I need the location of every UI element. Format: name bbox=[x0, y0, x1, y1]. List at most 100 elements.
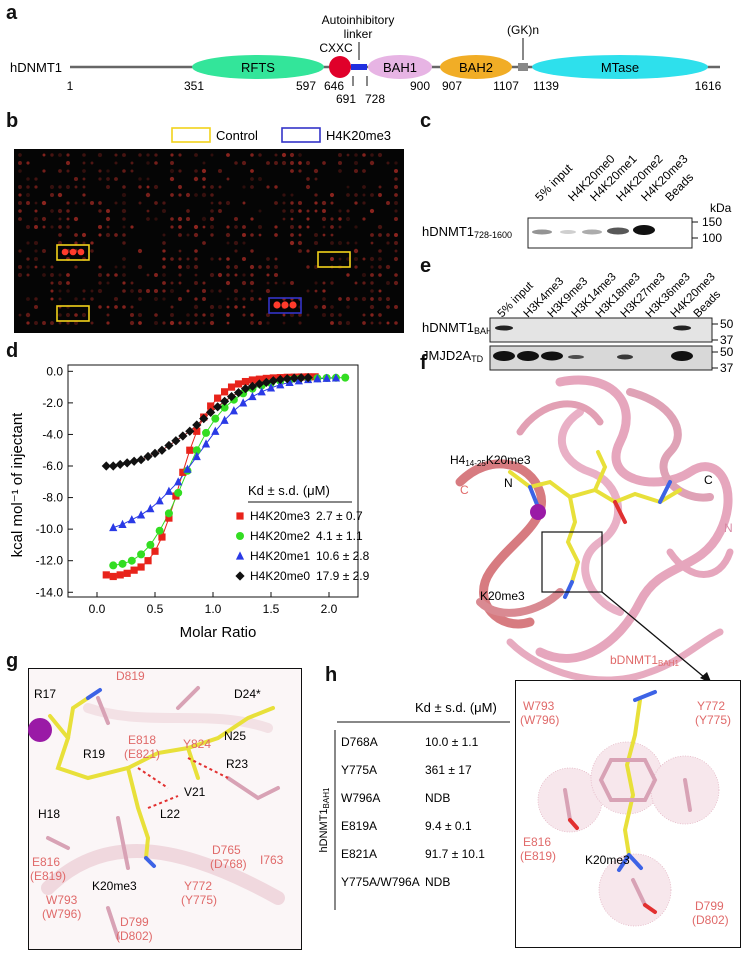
pos-900: 900 bbox=[410, 79, 430, 93]
array-spot bbox=[274, 225, 278, 229]
array-spot bbox=[162, 273, 166, 277]
array-spot bbox=[314, 289, 318, 293]
array-spot bbox=[313, 168, 319, 174]
array-spot bbox=[394, 161, 398, 165]
res-R17: R17 bbox=[34, 687, 56, 701]
array-spot bbox=[34, 209, 38, 213]
array-spot bbox=[26, 225, 30, 229]
histone-pulldown-panel: 5% input H3K4me3 H3K9me3 H3K14me3 H3K18m… bbox=[422, 271, 734, 375]
array-spot bbox=[17, 272, 23, 278]
array-spot bbox=[26, 161, 30, 165]
blot-row-label-c: hDNMT1728-1600 bbox=[422, 224, 512, 240]
data-point bbox=[130, 566, 138, 574]
array-spot bbox=[18, 169, 22, 173]
data-point bbox=[102, 571, 110, 579]
y-axis-label: kcal mol⁻¹ of injectant bbox=[9, 412, 26, 557]
array-spot bbox=[210, 313, 214, 317]
array-spot bbox=[193, 304, 199, 310]
data-point bbox=[178, 431, 188, 441]
array-spot bbox=[193, 232, 199, 238]
y-axis-ticks: 0.0 -2.0 -4.0 -6.0 -8.0 -10.0 -12.0 -14.0 bbox=[36, 364, 73, 599]
array-spot bbox=[178, 281, 182, 285]
blot-row-label-e1: hDNMT1BAH1 bbox=[422, 320, 498, 336]
array-spot bbox=[241, 160, 247, 166]
array-spot bbox=[162, 289, 166, 293]
table-header: Kd ± s.d. (μM) bbox=[415, 700, 497, 715]
array-spot bbox=[122, 265, 126, 269]
array-spot bbox=[250, 249, 254, 253]
array-spot bbox=[306, 289, 310, 293]
array-spot bbox=[330, 321, 334, 325]
array-spot bbox=[138, 177, 142, 181]
array-spot bbox=[226, 225, 230, 229]
array-spot bbox=[370, 273, 374, 277]
array-spot bbox=[82, 297, 86, 301]
array-spot bbox=[337, 160, 343, 166]
array-spot bbox=[170, 217, 174, 221]
array-spot bbox=[226, 177, 230, 181]
array-spot bbox=[338, 257, 342, 261]
array-spot bbox=[290, 209, 294, 213]
array-spot bbox=[66, 185, 70, 189]
data-point bbox=[115, 459, 125, 470]
array-spot bbox=[18, 161, 22, 165]
data-point bbox=[118, 559, 127, 568]
zinc-ion bbox=[530, 504, 546, 520]
table-row-kd: 361 ± 17 bbox=[425, 763, 472, 777]
array-spot bbox=[346, 185, 350, 189]
res-D819: D819 bbox=[116, 669, 145, 683]
array-spot bbox=[169, 320, 175, 326]
peptide-array-panel: Control H4K20me3 bbox=[14, 127, 404, 333]
array-spot bbox=[82, 193, 86, 197]
res-L22: L22 bbox=[160, 807, 180, 821]
data-point bbox=[247, 381, 258, 391]
inset-res-D799: D799 bbox=[695, 899, 724, 913]
array-spot bbox=[194, 281, 198, 285]
res-D24: D24* bbox=[234, 687, 261, 701]
array-spot bbox=[273, 272, 279, 278]
data-point bbox=[248, 376, 257, 384]
array-spot bbox=[322, 281, 326, 285]
marker-e1-37: 37 bbox=[720, 333, 734, 347]
array-spot bbox=[66, 321, 70, 325]
data-point bbox=[146, 504, 155, 513]
array-spot bbox=[249, 280, 255, 286]
y-tick-label: -14.0 bbox=[36, 585, 64, 599]
array-image bbox=[14, 149, 404, 333]
array-spot bbox=[378, 265, 382, 269]
array-spot bbox=[290, 217, 294, 221]
array-spot bbox=[258, 177, 262, 181]
array-spot bbox=[258, 209, 262, 213]
array-spot bbox=[266, 185, 270, 189]
array-spot bbox=[97, 288, 103, 294]
fit-curve bbox=[113, 377, 346, 566]
array-spot bbox=[250, 289, 254, 293]
array-spot bbox=[57, 280, 63, 286]
array-spot bbox=[26, 273, 30, 277]
data-point bbox=[127, 556, 136, 565]
array-spot bbox=[298, 153, 302, 157]
array-spot bbox=[42, 265, 46, 269]
array-spot bbox=[81, 232, 87, 238]
array-spot bbox=[250, 217, 254, 221]
res-R19: R19 bbox=[83, 747, 105, 761]
band-c-me1 bbox=[582, 229, 602, 235]
array-spot bbox=[41, 200, 47, 206]
array-spot bbox=[74, 233, 78, 237]
array-spot bbox=[250, 177, 254, 181]
array-spot bbox=[354, 169, 358, 173]
array-spot bbox=[193, 224, 199, 230]
array-spot bbox=[330, 257, 334, 261]
table-row-mutant: Y775A/W796A bbox=[341, 875, 420, 889]
data-point bbox=[137, 563, 145, 571]
array-spot bbox=[202, 321, 206, 325]
array-spot bbox=[393, 168, 399, 174]
res-N25: N25 bbox=[224, 729, 246, 743]
protein-n-terminus: N bbox=[724, 521, 733, 535]
panel-label-d: d bbox=[6, 340, 19, 362]
array-spot bbox=[386, 305, 390, 309]
array-spot bbox=[50, 321, 54, 325]
background-ribbons bbox=[41, 703, 285, 905]
res-E821-alt: (E821) bbox=[124, 747, 160, 761]
array-spot bbox=[322, 297, 326, 301]
